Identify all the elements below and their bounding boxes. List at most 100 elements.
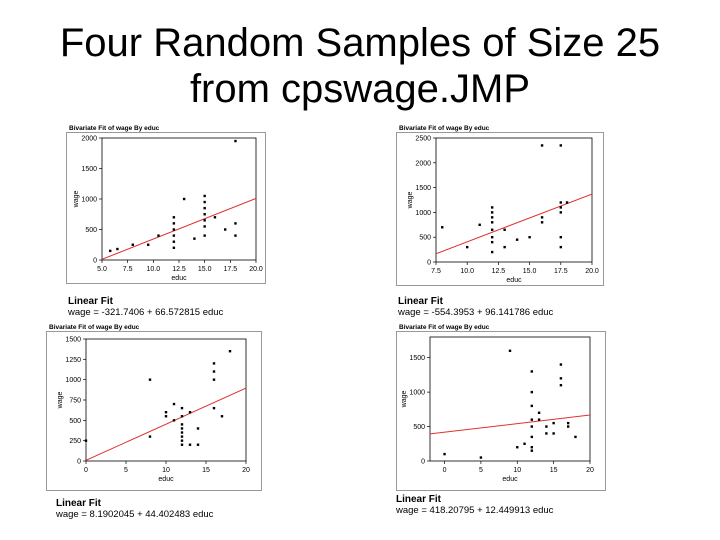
data-point [443,452,446,456]
y-tick-label: 500 [69,418,81,425]
data-point [490,206,494,209]
x-tick-label: 12.5 [492,268,506,275]
data-point [545,425,548,428]
data-point [180,427,184,430]
data-point [203,225,206,228]
data-point [188,443,192,446]
data-point [503,245,506,249]
data-point [530,425,534,428]
chart-title: Bivariate Fit of wage By educ [49,324,140,331]
y-tick-label: 500 [413,424,425,431]
x-tick-label: 15 [202,467,210,474]
data-point [109,249,112,253]
data-point [203,200,206,204]
chart-panel-2: Bivariate Fit of wage By educ 0 500 1000 150… [396,124,604,314]
fit-line [102,197,256,260]
y-tick-label: 0 [427,260,431,267]
data-point [157,234,160,237]
data-point [148,435,152,438]
x-axis-label: educ [158,476,174,483]
data-point [203,219,206,222]
plot-area [435,137,593,263]
data-point [528,236,531,239]
data-point [490,216,494,219]
data-point [131,243,134,246]
y-axis-label: wage [73,191,80,209]
y-tick-label: 1500 [81,166,97,173]
data-point [523,442,526,445]
y-tick-label: 2000 [81,136,97,143]
data-point [566,421,570,425]
y-tick-label: 1000 [415,210,431,217]
x-tick-label: 5.0 [97,266,107,273]
data-point [559,201,562,204]
data-point [537,411,541,414]
y-axis-label: wage [401,391,408,409]
data-point [213,216,217,219]
data-point [545,432,548,435]
scatter-chart-3: Bivariate Fit of wage By educ 0 250 500 750 1… [46,324,262,491]
slide-title: Four Random Samples of Size 25 from cpsw… [0,20,720,112]
data-point [559,211,562,214]
data-point [490,211,494,214]
fit-equation-4: wage = 418.20795 + 12.449913 educ [396,505,554,516]
scatter-chart-1: Bivariate Fit of wage By educ 0 500 1000 150… [66,125,266,284]
data-point [552,421,555,425]
x-tick-label: 10.0 [147,266,161,273]
data-point [188,411,192,414]
data-point [540,216,544,219]
x-tick-label: 5 [124,467,128,474]
x-tick-label: 20.0 [249,266,263,273]
fit-heading-4: Linear Fit [396,494,442,505]
fit-line [436,193,592,255]
y-tick-label: 0 [421,459,425,466]
data-point [116,247,119,251]
fit-heading-1: Linear Fit [68,296,114,307]
chart-panel-1: Bivariate Fit of wage By educ 0 500 1000 150… [66,124,266,314]
data-point [530,418,534,421]
chart-frame [66,132,266,284]
data-point [490,221,494,224]
data-point [212,370,216,373]
data-point [180,439,184,442]
data-point [203,213,206,216]
data-point [193,237,196,240]
data-point [148,378,152,381]
data-point [490,240,494,244]
x-tick-label: 7.5 [123,266,133,273]
chart-frame [396,331,606,491]
data-point [180,415,184,418]
data-point [172,402,176,406]
fit-block-1: Linear Fit wage = -321.7406 + 66.572815 … [68,296,388,318]
x-tick-label: 10 [513,467,521,474]
data-point [172,246,176,249]
data-point [172,228,176,231]
data-point [196,427,200,430]
data-point [220,415,224,418]
data-point [530,446,534,449]
y-tick-label: 500 [419,235,431,242]
x-tick-label: 20 [242,467,250,474]
data-point [147,243,150,246]
chart-title: Bivariate Fit of wage By educ [69,125,160,132]
y-tick-label: 2500 [415,136,431,143]
data-point [180,443,184,446]
y-axis-label: wage [57,392,64,410]
data-point [234,234,237,237]
x-tick-label: 20.0 [585,268,599,275]
y-tick-label: 500 [85,227,97,234]
x-axis-label: educ [171,275,187,282]
data-point [180,423,184,426]
data-point [224,228,227,231]
x-tick-label: 12.5 [172,266,186,273]
data-point [559,144,562,147]
y-tick-label: 1500 [65,337,81,344]
x-tick-label: 7.5 [431,268,441,275]
plot-area [429,336,591,462]
chart-panel-3: Bivariate Fit of wage By educ 0 250 500 750 1… [46,323,262,513]
data-point [530,370,534,373]
fit-equation-3: wage = 8.1902045 + 44.402483 educ [56,509,214,520]
data-point [530,404,534,408]
y-tick-label: 1250 [65,357,81,364]
x-tick-label: 15.0 [198,266,212,273]
